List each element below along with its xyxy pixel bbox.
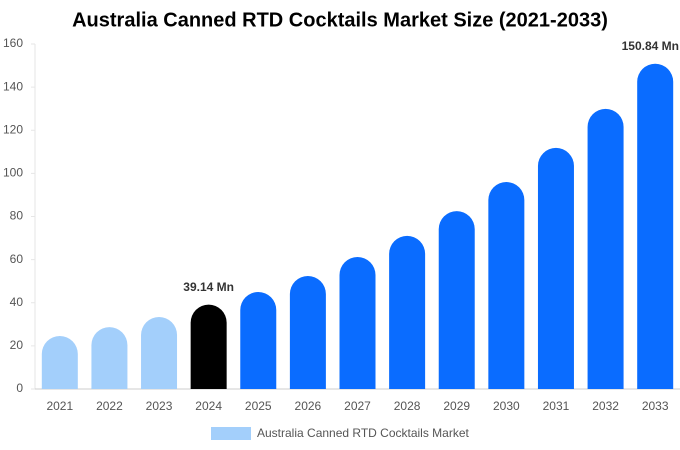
x-tick-label: 2031 [543, 399, 570, 413]
bar [339, 257, 376, 389]
bar [637, 63, 674, 389]
legend-label: Australia Canned RTD Cocktails Market [257, 426, 470, 440]
x-tick-label: 2027 [344, 399, 371, 413]
bar [91, 327, 128, 389]
y-tick-label: 80 [10, 209, 24, 223]
y-tick-label: 0 [16, 381, 23, 395]
bar [488, 182, 525, 389]
x-tick-label: 2022 [96, 399, 123, 413]
y-tick-label: 60 [10, 252, 24, 266]
bar [389, 235, 426, 389]
x-tick-label: 2024 [195, 399, 222, 413]
x-tick-label: 2032 [592, 399, 619, 413]
bar [240, 291, 277, 389]
x-tick-label: 2021 [46, 399, 73, 413]
x-tick-label: 2026 [295, 399, 322, 413]
legend-swatch [211, 427, 251, 440]
x-tick-label: 2029 [443, 399, 470, 413]
bar [587, 108, 624, 389]
bar [41, 335, 78, 389]
x-tick-label: 2025 [245, 399, 272, 413]
y-tick-label: 20 [10, 338, 24, 352]
bar [190, 304, 227, 389]
y-tick-label: 120 [3, 122, 23, 136]
y-tick-label: 40 [10, 295, 24, 309]
bar [438, 211, 475, 389]
x-tick-label: 2028 [394, 399, 421, 413]
y-tick-label: 100 [3, 166, 23, 180]
data-label: 150.84 Mn [622, 39, 679, 53]
y-tick-label: 140 [3, 79, 23, 93]
chart-title: Australia Canned RTD Cocktails Market Si… [72, 9, 608, 31]
data-label: 39.14 Mn [183, 280, 234, 294]
bar [289, 276, 326, 389]
y-tick-label: 160 [3, 36, 23, 50]
x-tick-label: 2023 [146, 399, 173, 413]
bar [141, 316, 178, 389]
x-tick-label: 2030 [493, 399, 520, 413]
bar [537, 147, 574, 389]
x-tick-label: 2033 [642, 399, 669, 413]
